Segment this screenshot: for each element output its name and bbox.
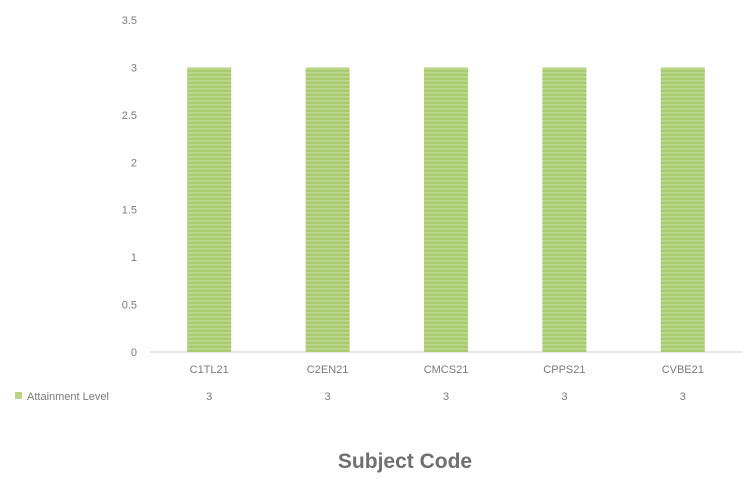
bar: [187, 67, 232, 352]
x-axis-title: Subject Code: [338, 450, 472, 473]
category-label: C1TL21: [190, 364, 229, 376]
y-tick-label: 2: [131, 157, 137, 169]
legend-label: Attainment Level: [27, 391, 109, 403]
y-tick-label: 3.5: [122, 15, 137, 27]
category-label: C2EN21: [307, 364, 349, 376]
data-table-value: 3: [325, 391, 331, 403]
data-table-values: 3 3 3 3 3: [206, 391, 686, 403]
bar: [305, 67, 350, 352]
legend-swatch: [15, 392, 22, 399]
bar: [542, 67, 587, 352]
data-table: Attainment Level 3 3 3 3 3: [15, 391, 686, 403]
bar: [660, 67, 705, 352]
data-table-value: 3: [680, 391, 686, 403]
category-label: CMCS21: [424, 364, 469, 376]
data-table-value: 3: [443, 391, 449, 403]
y-tick-label: 3: [131, 62, 137, 74]
category-label: CVBE21: [662, 364, 704, 376]
bar: [424, 67, 468, 352]
bars: [187, 67, 705, 352]
y-tick-label: 1.5: [122, 205, 137, 217]
y-tick-label: 2.5: [122, 110, 137, 122]
category-label: CPPS21: [543, 364, 585, 376]
y-tick-label: 1: [131, 252, 137, 264]
y-tick-label: 0.5: [122, 300, 137, 312]
data-table-value: 3: [561, 391, 567, 403]
category-labels: C1TL21 C2EN21 CMCS21 CPPS21 CVBE21: [190, 364, 704, 376]
y-tick-label: 0: [131, 347, 137, 359]
y-axis-tick-labels: 0 0.5 1 1.5 2 2.5 3 3.5: [122, 15, 137, 359]
data-table-value: 3: [206, 391, 212, 403]
